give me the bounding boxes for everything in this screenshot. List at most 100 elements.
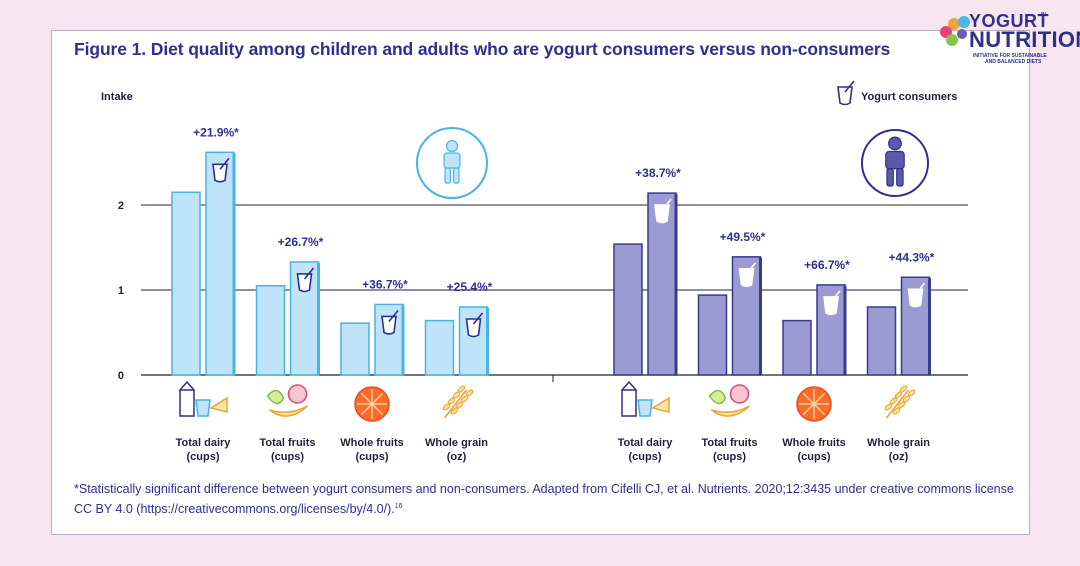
orange-segment: [360, 392, 373, 405]
pear: [266, 389, 285, 405]
cup-spoon: [844, 80, 855, 93]
orange-segment: [360, 403, 373, 416]
orange-segment: [371, 403, 384, 416]
grain-kernel: [465, 389, 474, 397]
bar-non-consumers: [255, 285, 286, 376]
bar-yogurt-cup-icon: [823, 290, 841, 316]
bar-yogurt-cup-icon: [465, 312, 484, 338]
cup-spoon: [830, 290, 841, 303]
cup-spoon: [303, 267, 315, 280]
grain-kernel: [899, 385, 908, 393]
legend-yogurt-cup-icon: [837, 80, 855, 106]
cup-spoon: [388, 309, 399, 322]
orange-segment: [371, 392, 384, 405]
bar-non-consumers: [613, 243, 643, 376]
footnote-text: *Statistically significant difference be…: [74, 482, 1014, 517]
yogurt-cup: [637, 399, 653, 417]
bar-yogurt-cup-icon: [212, 157, 230, 183]
logo-text-yogurt: YOGURT: [969, 11, 1050, 31]
category-unit-label: (cups): [271, 451, 304, 463]
apple: [729, 384, 750, 404]
adult-icon-leg-left: [886, 168, 894, 187]
category-unit-label: (cups): [798, 451, 831, 463]
percent-diff-label: +25.4%*: [447, 280, 493, 294]
percent-diff-label: +21.9%*: [193, 125, 239, 139]
grain-stalk: [885, 389, 910, 419]
dairy-icon: [621, 380, 670, 417]
child-icon-leg-right: [452, 167, 460, 184]
percent-diff-label: +38.7%*: [635, 166, 681, 180]
bar-yogurt-cup-icon: [296, 267, 315, 293]
orange-segment: [802, 392, 815, 405]
logo-tagline-2: AND BALANCED DIETS: [985, 59, 1042, 65]
grain-kernel: [457, 385, 466, 393]
cup-body: [654, 204, 670, 224]
cup-spoon: [661, 198, 672, 211]
bar-consumers: [458, 306, 489, 376]
logo-petals-icon: [940, 16, 970, 46]
percent-diff-label: +49.5%*: [720, 230, 766, 244]
bar-consumers: [205, 151, 235, 376]
bar-non-consumers: [424, 319, 455, 376]
dairy-icon: [179, 380, 228, 417]
cup-body: [837, 86, 853, 106]
category-unit-label: (cups): [187, 451, 220, 463]
cup-body: [381, 315, 397, 335]
bar-yogurt-cup-icon: [738, 262, 757, 288]
footnote: *Statistically significant difference be…: [74, 481, 1024, 518]
figure-title: Figure 1. Diet quality among children an…: [74, 39, 891, 59]
milk-carton: [179, 389, 195, 417]
category-unit-label: (cups): [713, 451, 746, 463]
bar-non-consumers: [866, 306, 897, 376]
fruits-icon: [708, 384, 751, 417]
bar-yogurt-cup-icon: [654, 198, 672, 224]
grain-stalk: [443, 389, 468, 419]
orange-segment: [813, 392, 826, 405]
milk-carton-top: [621, 380, 637, 391]
percent-diff-label: +44.3%*: [889, 250, 935, 264]
y-tick-label: 1: [118, 285, 124, 297]
adult-icon-leg-right: [896, 168, 904, 187]
milk-carton-top: [179, 380, 195, 391]
pear: [708, 389, 727, 405]
orange-segment: [813, 403, 826, 416]
footnote-ref: 16: [394, 503, 403, 510]
logo-tagline-1: INITIATIVE FOR SUSTAINABLE: [973, 53, 1047, 59]
y-tick-label: 0: [118, 370, 124, 382]
logo-text-in: IN: [1041, 12, 1046, 18]
adult-icon: [861, 129, 929, 197]
percent-diff-label: +36.7%*: [362, 277, 408, 291]
orange-icon: [354, 386, 390, 422]
orange-icon: [796, 386, 832, 422]
bar-non-consumers: [340, 322, 370, 376]
category-unit-label: (cups): [629, 451, 662, 463]
category-label: Total dairy: [176, 437, 232, 449]
logo-text-nutrition: NUTRITION: [969, 27, 1080, 52]
child-icon: [416, 127, 488, 199]
category-label: Whole grain: [867, 437, 930, 449]
percent-diff-label: +26.7%*: [278, 235, 324, 249]
cup-body: [212, 163, 228, 183]
adult-icon-torso: [885, 150, 905, 170]
bar-yogurt-cup-icon: [381, 309, 399, 335]
grain-icon: [884, 385, 916, 419]
category-label: Total fruits: [259, 437, 315, 449]
yogurt-cup: [195, 399, 211, 417]
cup-spoon: [219, 157, 230, 170]
fruits-icon: [266, 384, 309, 417]
y-tick-label: 2: [118, 200, 124, 212]
category-unit-label: (oz): [447, 451, 467, 463]
yogurt-in-nutrition-logo: [940, 16, 970, 46]
cup-body: [907, 288, 924, 308]
bar-non-consumers: [171, 191, 201, 376]
bar-non-consumers: [782, 319, 812, 376]
category-unit-label: (oz): [889, 451, 909, 463]
child-icon-leg-left: [444, 167, 452, 184]
category-label: Whole fruits: [782, 437, 846, 449]
bar-consumers: [374, 303, 404, 376]
category-unit-label: (cups): [356, 451, 389, 463]
bar-non-consumers: [697, 294, 728, 376]
legend-label: Yogurt consumers: [861, 91, 958, 103]
grain-icon: [442, 385, 474, 419]
cup-spoon: [745, 262, 757, 275]
